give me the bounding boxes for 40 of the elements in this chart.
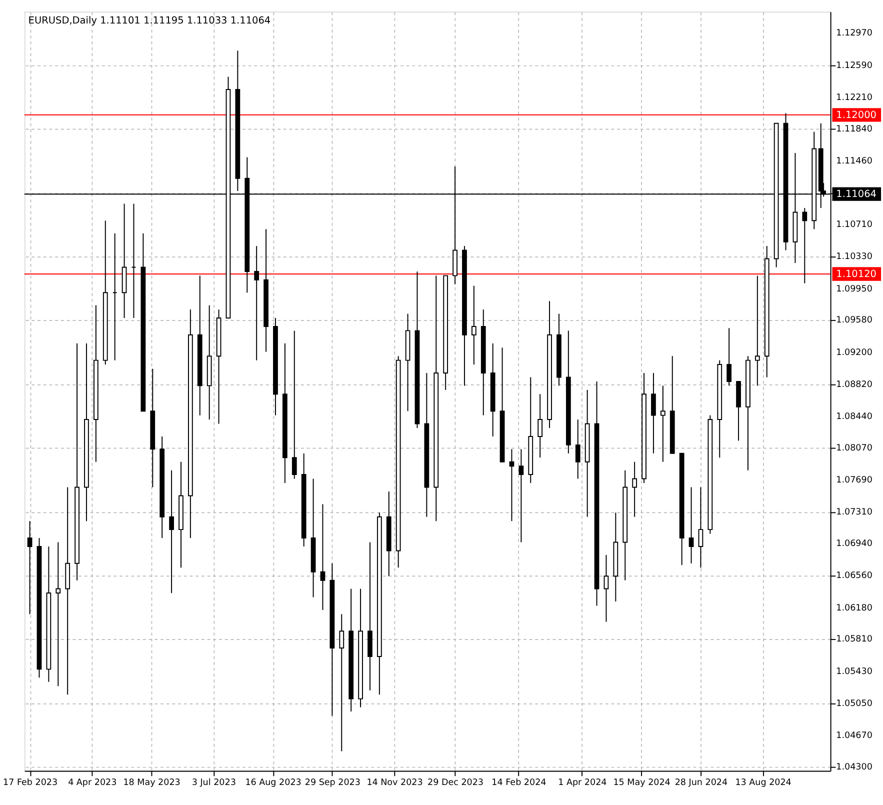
x-tick-label: 13 Aug 2024: [735, 778, 792, 788]
y-tick-label: 1.10330: [836, 252, 872, 262]
y-tick-label: 1.12210: [836, 93, 872, 104]
y-tick-label: 1.05430: [836, 666, 872, 677]
y-tick-label: 1.07690: [836, 476, 872, 486]
chart-title: EURUSD,Daily 1.11101 1.11195 1.11033 1.11064: [28, 15, 271, 26]
x-tick-label: 18 May 2023: [123, 778, 180, 788]
y-tick-label: 1.10710: [836, 220, 872, 230]
x-tick-label: 16 Aug 2023: [245, 778, 302, 788]
y-tick-label: 1.12970: [836, 28, 872, 39]
y-tick-label: 1.09200: [836, 348, 872, 358]
x-tick-label: 3 Jul 2023: [192, 778, 236, 788]
y-tick-label: 1.05050: [836, 698, 872, 709]
x-tick-label: 14 Feb 2024: [492, 778, 547, 788]
y-tick-label: 1.11460: [836, 156, 872, 167]
ref-line-label: 1.11064: [836, 189, 876, 200]
y-tick-label: 1.09950: [836, 284, 872, 294]
x-tick-label: 15 May 2024: [613, 778, 671, 788]
x-tick-label: 29 Dec 2023: [428, 778, 484, 788]
x-tick-label: 1 Apr 2024: [558, 778, 608, 788]
y-tick-label: 1.06940: [836, 539, 872, 550]
y-tick-label: 1.08440: [836, 412, 872, 422]
y-tick-label: 1.08070: [836, 443, 872, 454]
y-tick-label: 1.09580: [836, 316, 872, 326]
x-tick-label: 14 Nov 2023: [366, 778, 423, 788]
ref-line-label: 1.12000: [836, 110, 876, 121]
y-tick-label: 1.04300: [836, 762, 872, 772]
y-tick-label: 1.07310: [836, 508, 872, 518]
ref-line-label: 1.10120: [836, 268, 876, 280]
y-tick-label: 1.05810: [836, 634, 872, 645]
x-tick-label: 17 Feb 2023: [3, 778, 58, 788]
y-tick-label: 1.04670: [836, 731, 872, 742]
y-tick-label: 1.06560: [836, 571, 872, 582]
y-tick-label: 1.12590: [836, 60, 872, 71]
y-tick-label: 1.08820: [836, 380, 872, 390]
x-tick-label: 4 Apr 2023: [68, 778, 117, 788]
x-tick-label: 28 Jun 2024: [674, 778, 728, 788]
y-tick-label: 1.11840: [836, 124, 872, 134]
y-tick-label: 1.06180: [836, 603, 872, 614]
x-tick-label: 29 Sep 2023: [304, 778, 360, 788]
